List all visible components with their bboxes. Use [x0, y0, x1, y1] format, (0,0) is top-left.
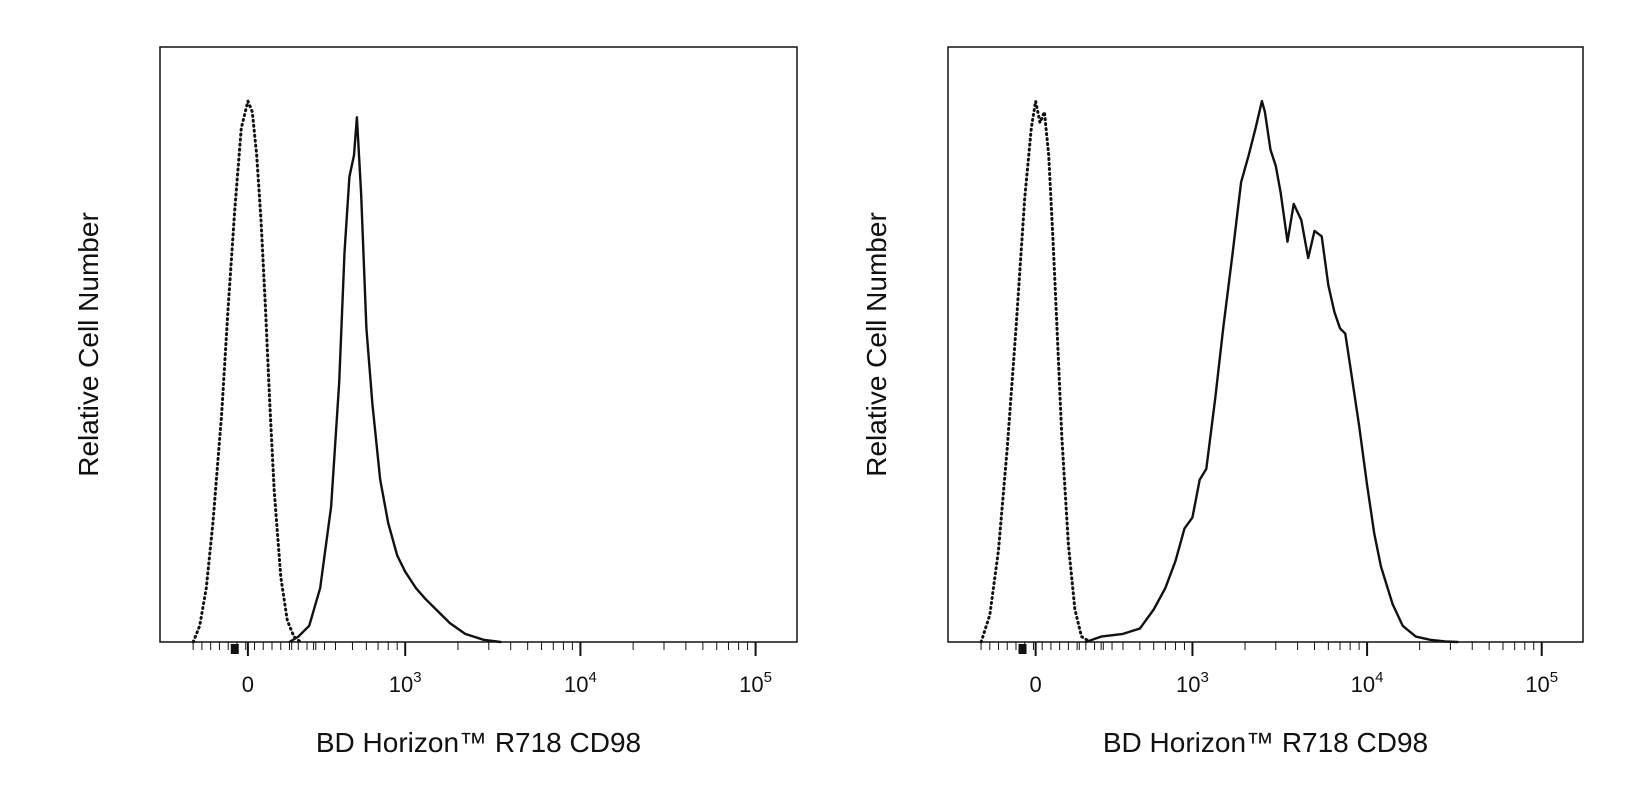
- plot-frame: [947, 46, 1584, 643]
- x-tick-label: 103: [389, 669, 422, 697]
- zero-marker: [230, 644, 239, 654]
- y-axis-label: Relative Cell Number: [73, 212, 104, 477]
- isotype-control-curve: [191, 99, 302, 644]
- histogram-panel-1: 0 103 104 105 BD Horizon™ R718 CD98 Relative …: [73, 46, 798, 758]
- zero-marker: [1018, 644, 1027, 654]
- x-tick-label: 0: [242, 672, 254, 697]
- x-tick-label: 104: [1351, 669, 1384, 697]
- x-tick-label: 105: [1525, 669, 1558, 697]
- stained-sample-curve: [1084, 99, 1459, 644]
- x-tick-label: 0: [1030, 672, 1042, 697]
- stained-sample-curve: [288, 116, 502, 644]
- y-axis-label: Relative Cell Number: [861, 212, 892, 477]
- isotype-control-curve: [979, 99, 1092, 644]
- x-tick-label: 105: [739, 669, 772, 697]
- x-axis-label: BD Horizon™ R718 CD98: [1103, 727, 1428, 758]
- x-axis-label: BD Horizon™ R718 CD98: [316, 727, 641, 758]
- x-tick-label: 104: [564, 669, 597, 697]
- plot-frame: [159, 46, 798, 643]
- x-tick-label: 103: [1176, 669, 1209, 697]
- histogram-panel-2: 0 103 104 105 BD Horizon™ R718 CD98 Relative …: [861, 46, 1584, 758]
